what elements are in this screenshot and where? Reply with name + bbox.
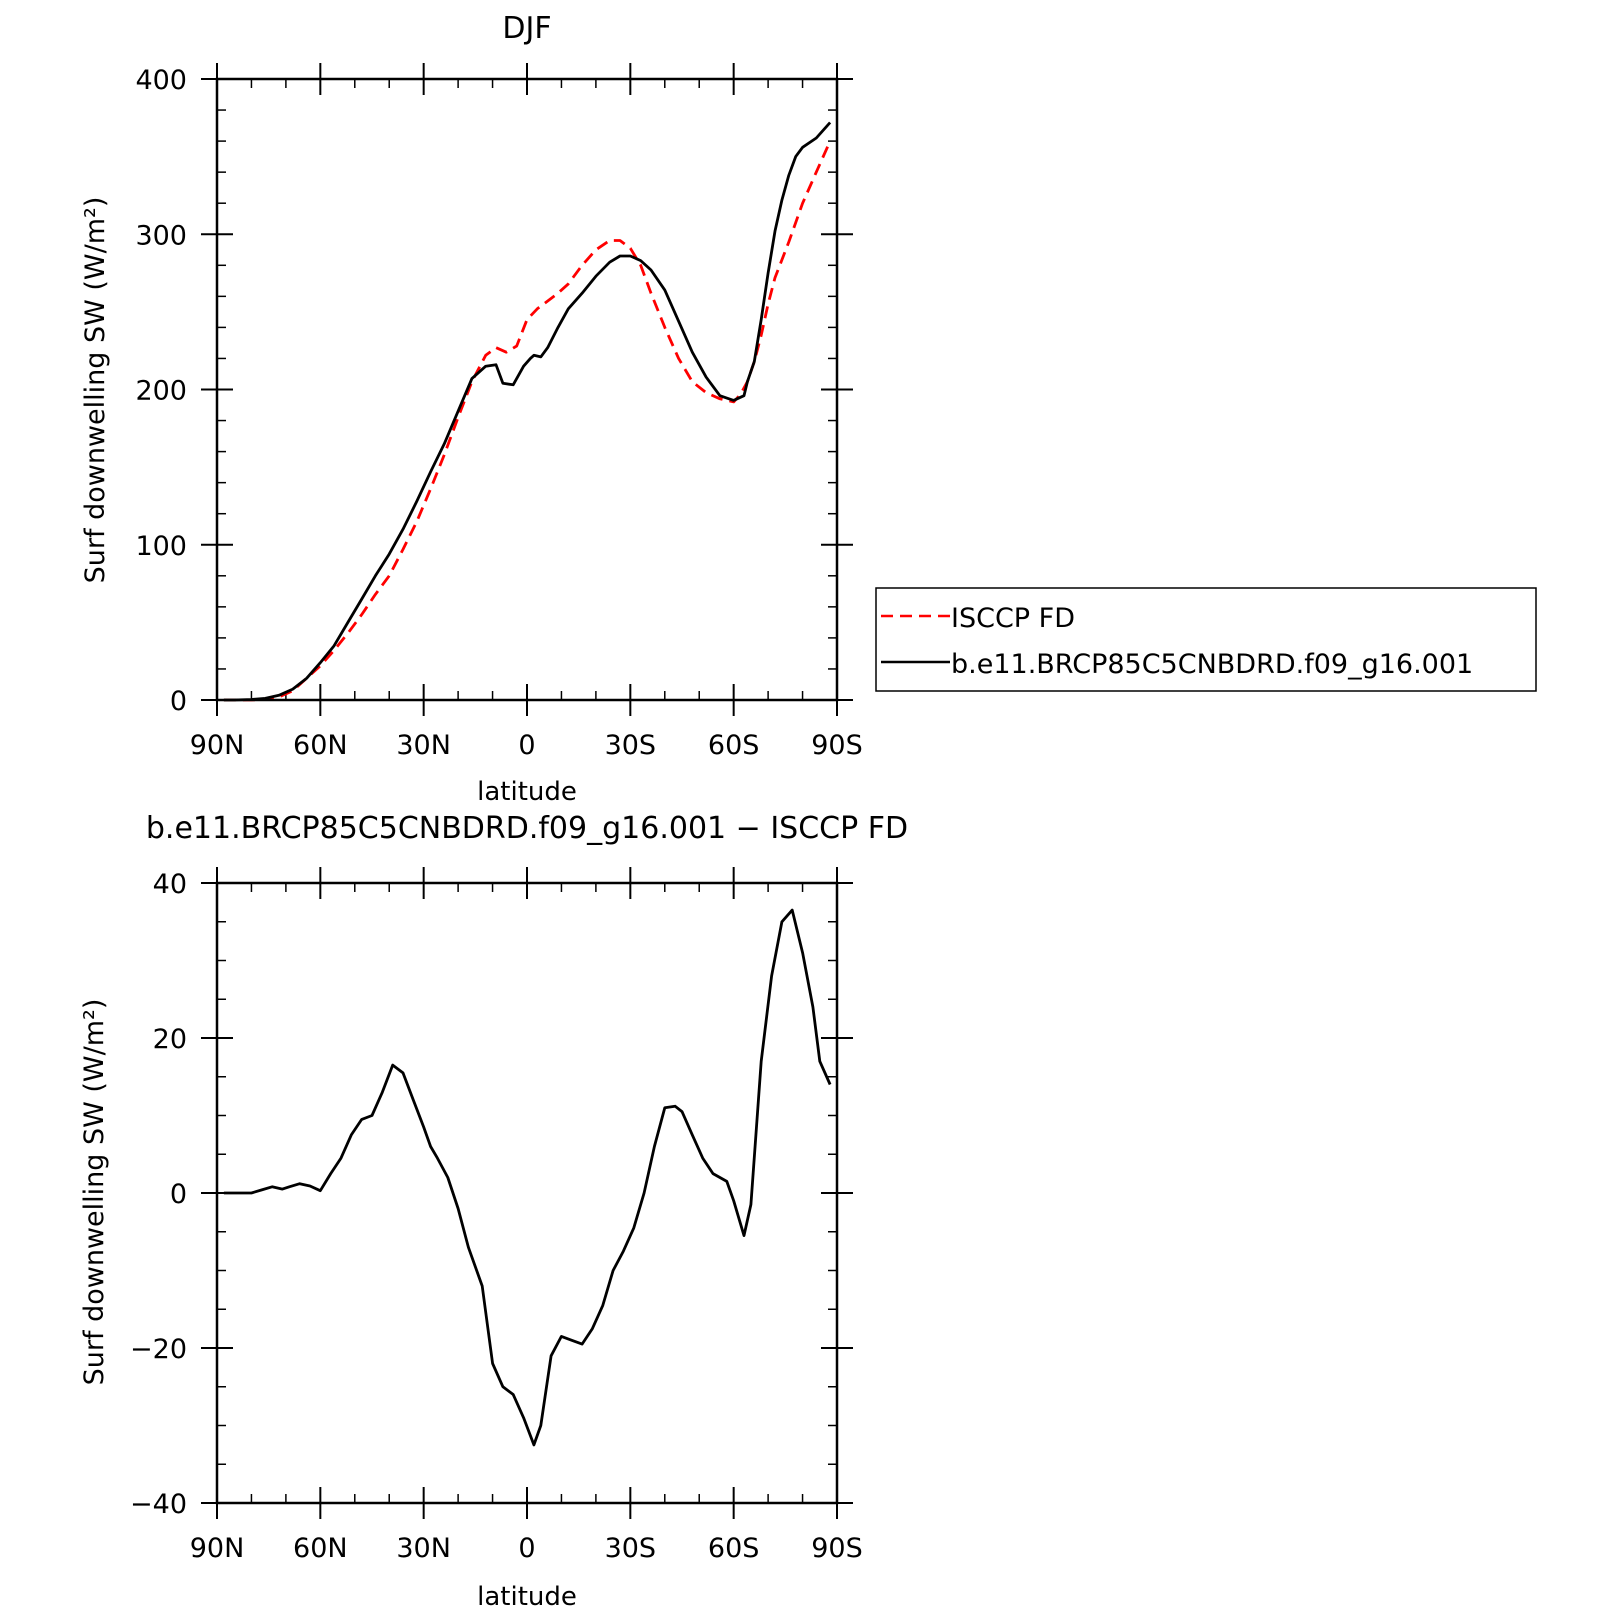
x-axis-label: latitude: [477, 1582, 577, 1612]
x-tick-labels: 90N 60N 30N 0 30S 60S 90S: [190, 730, 863, 761]
y-tick-label: 0: [170, 686, 187, 717]
x-tick-label: 60N: [293, 730, 348, 761]
x-tick-label: 0: [518, 1533, 535, 1564]
y-tick-label: 300: [135, 220, 187, 251]
plot-frame: [215, 881, 839, 1505]
x-tick-label: 60N: [293, 1533, 348, 1564]
legend-label-model: b.e11.BRCP85C5CNBDRD.f09_g16.001: [951, 649, 1473, 680]
x-tick-label: 60S: [708, 1533, 760, 1564]
x-tick-label: 30N: [396, 730, 451, 761]
chart-title: DJF: [502, 11, 551, 46]
x-tick-label: 60S: [708, 730, 760, 761]
y-tick-label: −20: [130, 1334, 187, 1365]
y-axis-label: Surf downwelling SW (W/m²): [80, 197, 111, 584]
axis-ticks: [201, 867, 853, 1519]
y-tick-label: 400: [135, 65, 187, 96]
series-line-0: [223, 908, 832, 1447]
legend: ISCCP FD b.e11.BRCP85C5CNBDRD.f09_g16.00…: [875, 587, 1537, 692]
x-tick-label: 30S: [605, 1533, 657, 1564]
x-tick-labels: 90N 60N 30N 0 30S 60S 90S: [190, 1533, 863, 1564]
y-tick-label: −40: [130, 1489, 187, 1520]
y-tick-labels: −40 −20 0 20 40: [130, 869, 187, 1520]
x-tick-label: 0: [518, 730, 535, 761]
djf-line-chart: DJF 90N 60N 30N 0 30S 60S 90S 0 100 200 300 400 la…: [80, 11, 863, 807]
axis-ticks: [201, 63, 853, 716]
y-tick-label: 200: [135, 376, 187, 407]
series-line-1: [223, 121, 832, 702]
x-axis-label: latitude: [477, 777, 577, 807]
chart-title: b.e11.BRCP85C5CNBDRD.f09_g16.001 − ISCCP…: [146, 811, 908, 846]
difference-line-chart: b.e11.BRCP85C5CNBDRD.f09_g16.001 − ISCCP…: [79, 811, 908, 1612]
legend-label-isccp: ISCCP FD: [951, 603, 1075, 634]
y-tick-label: 20: [153, 1024, 187, 1055]
legend-box: [875, 587, 1537, 692]
x-tick-label: 90N: [190, 1533, 245, 1564]
y-axis-label: Surf downwelling SW (W/m²): [79, 999, 110, 1386]
y-tick-labels: 0 100 200 300 400: [135, 65, 187, 717]
x-tick-label: 30S: [605, 730, 657, 761]
series-layer: [223, 908, 832, 1447]
y-tick-label: 0: [170, 1179, 187, 1210]
series-layer: [223, 121, 832, 702]
plot-frame: [215, 77, 839, 702]
x-tick-label: 90N: [190, 730, 245, 761]
y-tick-label: 40: [153, 869, 187, 900]
x-tick-label: 30N: [396, 1533, 451, 1564]
series-line-0: [223, 140, 832, 702]
y-tick-label: 100: [135, 531, 187, 562]
x-tick-label: 90S: [811, 730, 863, 761]
x-tick-label: 90S: [811, 1533, 863, 1564]
